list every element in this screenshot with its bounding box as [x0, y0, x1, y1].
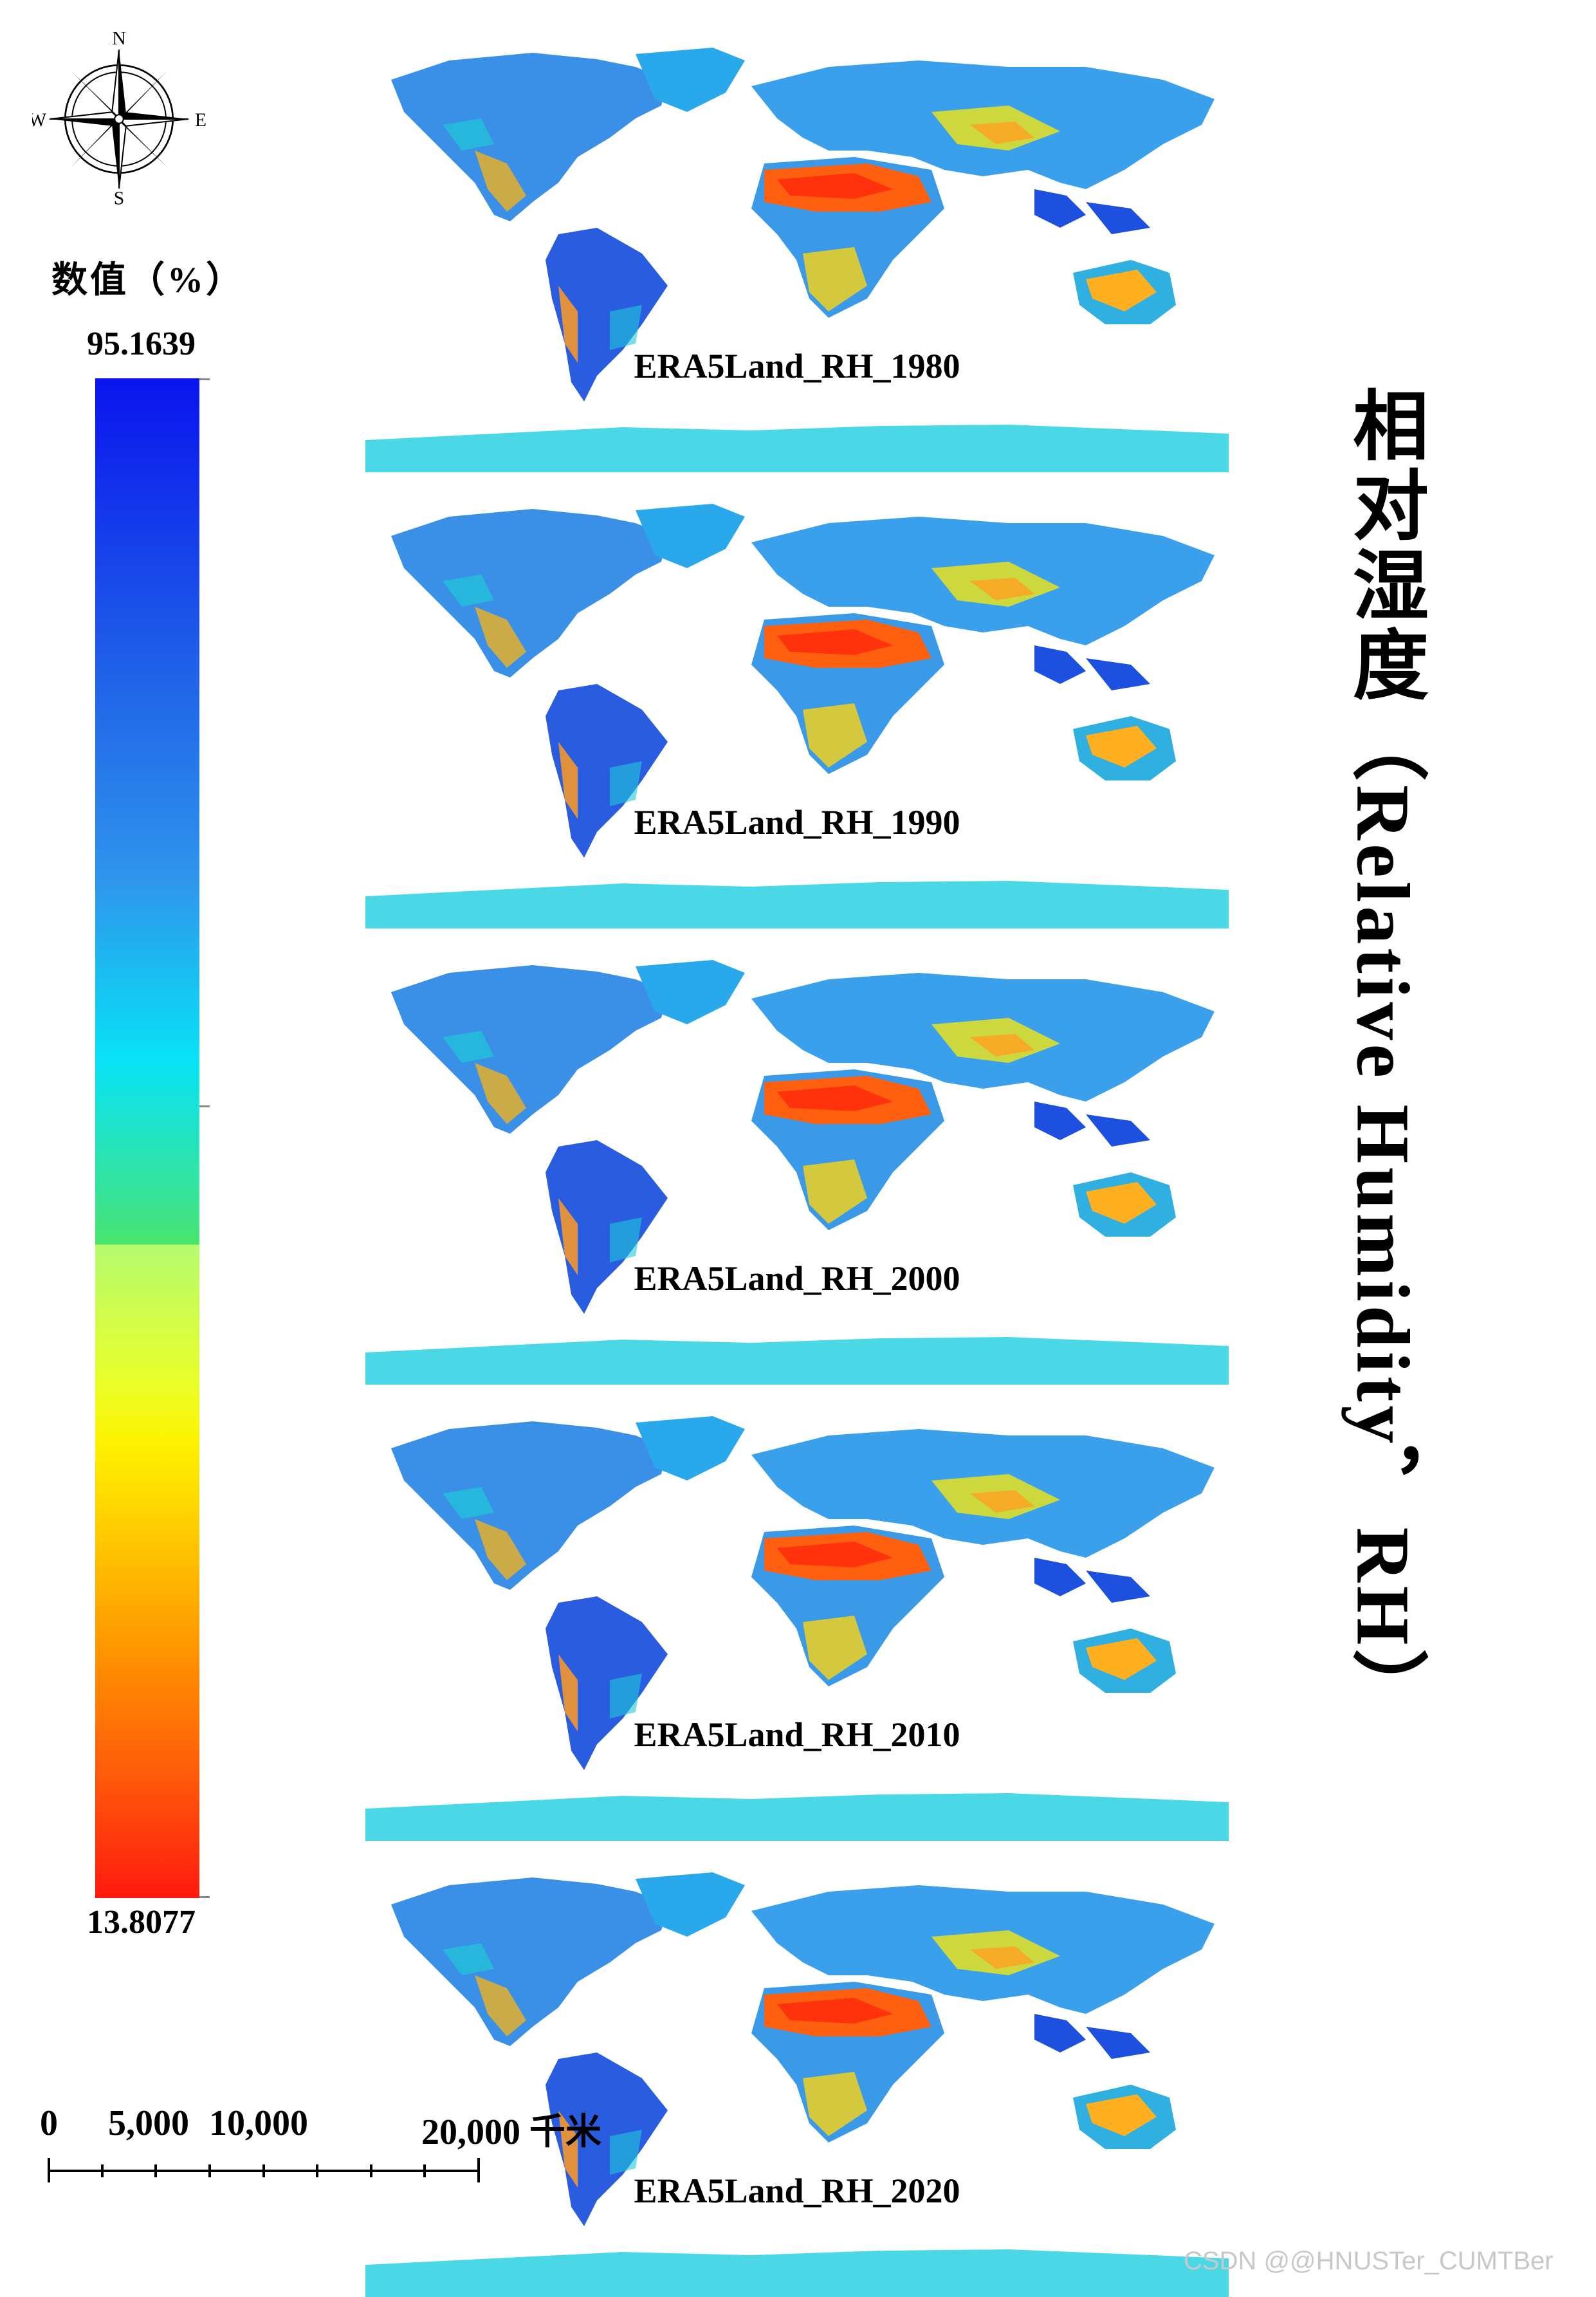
watermark: CSDN @@HNUSTer_CUMTBer — [1184, 2247, 1554, 2275]
map-title: 相对湿度（Relative Humidity，RH） — [1341, 386, 1426, 1729]
legend-tick-bottom — [199, 1896, 210, 1898]
legend-tick-mid — [199, 1105, 210, 1107]
north-arrow: N S W E — [28, 28, 206, 208]
panel-label: ERA5Land_RH_1980 — [634, 347, 960, 385]
map-panel-2010: ERA5Land_RH_2010 — [365, 1410, 1229, 1841]
map-panel-1980: ERA5Land_RH_1980 — [365, 41, 1229, 472]
legend-tick-top — [199, 378, 210, 380]
scale-label: 5,000 — [108, 2103, 189, 2143]
panel-label: ERA5Land_RH_2010 — [634, 1715, 960, 1754]
legend-max-label: 95.1639 — [87, 326, 196, 362]
panel-label: ERA5Land_RH_1990 — [634, 803, 960, 842]
compass-north-label: N — [112, 32, 125, 49]
legend-color-ramp — [95, 378, 199, 1898]
legend-title: 数值（%） — [51, 261, 244, 300]
legend-min-label: 13.8077 — [87, 1904, 196, 1941]
map-panel-1990: ERA5Land_RH_1990 — [365, 497, 1229, 928]
scale-label: 10,000 — [209, 2103, 308, 2143]
map-panel-2020: ERA5Land_RH_2020 — [365, 1866, 1229, 2297]
compass-west-label: W — [32, 110, 46, 131]
panel-label: ERA5Land_RH_2020 — [634, 2172, 960, 2210]
scale-bar — [45, 2152, 482, 2190]
scale-label: 20,000 千米 — [421, 2112, 601, 2152]
panel-label: ERA5Land_RH_2000 — [634, 1259, 960, 1298]
map-panel-2000: ERA5Land_RH_2000 — [365, 954, 1229, 1385]
compass-south-label: S — [114, 188, 125, 206]
compass-east-label: E — [195, 110, 206, 131]
scale-label: 0 — [40, 2103, 58, 2143]
compass-rose-icon — [49, 49, 189, 189]
